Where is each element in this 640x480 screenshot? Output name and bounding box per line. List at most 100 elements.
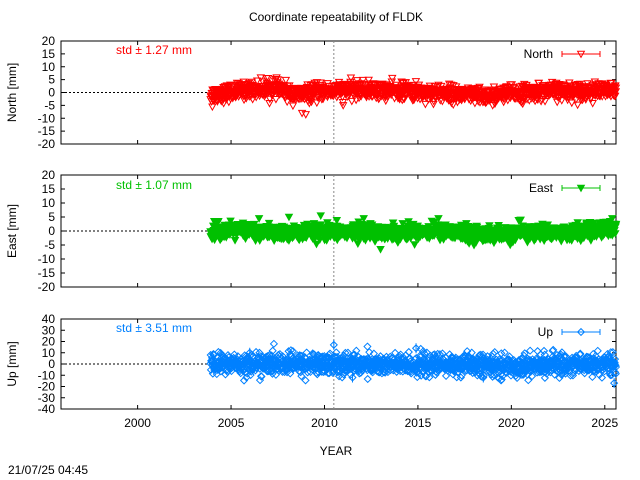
data-point — [557, 97, 567, 105]
data-point — [505, 356, 515, 365]
legend-east: East — [529, 181, 601, 195]
data-point — [269, 339, 279, 348]
data-point — [391, 348, 400, 358]
data-point — [499, 98, 508, 107]
data-point — [262, 75, 271, 83]
data-point — [301, 376, 310, 385]
x-tick-label: 2010 — [311, 416, 338, 430]
y-tick-label: 0 — [48, 357, 55, 371]
data-point — [338, 102, 348, 110]
std-label: std ± 1.27 mm — [116, 43, 192, 57]
data-point — [255, 348, 264, 357]
data-point — [588, 372, 597, 382]
data-point — [208, 103, 217, 112]
data-point — [297, 372, 306, 381]
data-point — [365, 348, 374, 357]
data-point — [540, 98, 550, 106]
y-axis-label: North [mm] — [5, 63, 19, 122]
data-point — [363, 374, 372, 384]
y-tick-label: -20 — [38, 280, 56, 294]
data-point — [257, 372, 266, 381]
data-point — [457, 371, 466, 380]
data-point — [348, 373, 357, 382]
data-point — [332, 348, 341, 357]
y-tick-label: 30 — [42, 323, 56, 337]
data-point — [302, 348, 311, 357]
data-point — [539, 346, 549, 355]
data-point — [584, 353, 593, 362]
data-point — [338, 353, 347, 363]
data-point — [307, 98, 316, 107]
y-tick-label: -20 — [38, 137, 56, 151]
data-point — [567, 99, 577, 108]
data-point — [611, 88, 621, 96]
data-point — [488, 349, 498, 358]
data-point — [479, 373, 488, 382]
data-point — [329, 340, 338, 349]
y-tick-label: -10 — [38, 252, 56, 266]
data-point — [347, 97, 357, 106]
data-point — [316, 212, 325, 221]
data-point — [520, 349, 529, 358]
y-axis-label: East [mm] — [5, 204, 19, 258]
y-tick-label: 10 — [42, 196, 56, 210]
y-tick-label: 10 — [42, 60, 56, 74]
data-point — [239, 376, 249, 385]
data-point — [434, 215, 443, 223]
data-point — [588, 99, 597, 108]
data-point — [268, 346, 277, 355]
data-point — [566, 371, 575, 380]
data-point — [265, 100, 274, 108]
data-point — [434, 81, 443, 90]
data-point — [485, 222, 494, 230]
data-point — [353, 240, 363, 249]
data-point — [361, 236, 370, 245]
legend-label: Up — [538, 325, 554, 339]
data-point — [313, 94, 323, 103]
data-point — [560, 82, 569, 90]
legend-up: Up — [538, 325, 601, 339]
data-point — [356, 368, 365, 377]
data-point — [420, 349, 429, 358]
series-north — [206, 74, 621, 119]
data-point — [359, 215, 368, 223]
data-point — [555, 373, 564, 383]
data-point — [316, 79, 325, 88]
data-point — [389, 222, 399, 231]
data-point — [254, 215, 264, 223]
data-point — [284, 213, 294, 222]
data-point — [338, 93, 347, 102]
data-point — [282, 98, 292, 107]
data-point — [473, 354, 482, 363]
data-point — [590, 366, 599, 376]
data-point — [527, 372, 537, 381]
y-tick-label: -5 — [44, 98, 55, 112]
data-point — [410, 241, 419, 249]
data-point — [358, 76, 368, 85]
x-axis-label: YEAR — [320, 444, 353, 458]
data-point — [576, 349, 585, 358]
data-point — [610, 379, 619, 388]
data-point — [346, 370, 355, 379]
legend-label: North — [524, 47, 553, 61]
x-tick-label: 2015 — [405, 416, 432, 430]
data-point — [411, 344, 421, 353]
data-point — [301, 111, 311, 119]
data-point — [441, 371, 451, 381]
data-point — [356, 355, 365, 364]
data-point — [447, 99, 456, 108]
data-point — [256, 352, 266, 361]
data-point — [449, 101, 458, 110]
x-tick-labels: 2000 2005 2010 2015 2020 2025 — [124, 416, 618, 430]
data-point — [252, 77, 262, 86]
data-point — [425, 373, 434, 382]
legend-label: East — [529, 181, 554, 195]
y-tick-label: 5 — [48, 73, 55, 87]
y-tick-label: -10 — [38, 368, 56, 382]
data-point — [312, 99, 322, 108]
y-tick-label: -30 — [38, 391, 56, 405]
data-point — [271, 95, 281, 104]
data-point — [376, 245, 385, 254]
data-point — [303, 368, 312, 377]
